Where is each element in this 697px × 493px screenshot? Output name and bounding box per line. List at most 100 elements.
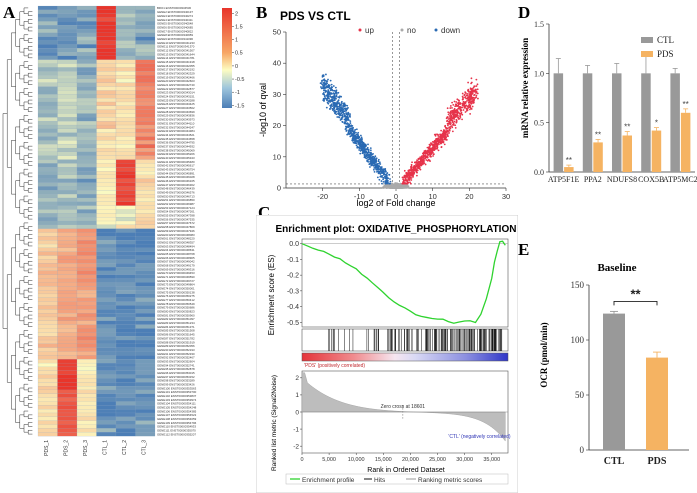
volcano-point-down	[332, 102, 335, 105]
dendrogram-branch	[19, 11, 24, 26]
heat-cell	[135, 386, 156, 391]
volcano-point-no	[384, 186, 386, 189]
heat-cell	[57, 201, 78, 206]
heat-cell	[57, 339, 78, 345]
volcano-point-down	[328, 99, 331, 102]
mrna-significance: **	[624, 123, 630, 132]
volcano-point-down	[376, 170, 378, 173]
heat-cell	[37, 140, 58, 145]
heat-cell	[135, 263, 156, 268]
heat-cell	[96, 382, 117, 387]
volcano-x-tick-label: 0	[394, 192, 398, 201]
volcano-point-down	[377, 160, 380, 163]
volcano-point-down	[371, 157, 374, 160]
heat-cell	[135, 197, 156, 203]
heatmap-column-label: CTL_1	[102, 440, 108, 455]
heat-cell	[135, 86, 156, 91]
heat-cell	[115, 201, 136, 206]
heatmap-row-label: GENE2 ENST00000340137	[157, 10, 193, 14]
volcano-point-down	[349, 122, 352, 124]
gsea-es-tick-label: -0.5	[287, 320, 299, 327]
volcano-point-down	[344, 128, 347, 131]
heat-cell	[115, 101, 136, 107]
volcano-point-down	[364, 151, 367, 154]
heat-cell	[96, 213, 117, 218]
heat-cell	[57, 305, 78, 310]
volcano-point-down	[326, 99, 328, 102]
volcano-point-up	[403, 174, 406, 177]
volcano-point-up	[405, 180, 408, 182]
heat-cell	[57, 297, 78, 302]
heatmap-row-label: GENE109 ENST00000354796	[157, 421, 197, 425]
heat-cell	[37, 36, 58, 41]
volcano-point-no	[387, 186, 390, 189]
heat-cell	[37, 213, 58, 218]
heat-cell	[96, 147, 117, 153]
colorbar-tick-label: 0	[235, 64, 238, 70]
mrna-y-tick-label: 1.5	[534, 20, 544, 29]
heat-cell	[96, 347, 117, 352]
volcano-point-up	[475, 96, 478, 99]
volcano-point-down	[382, 168, 385, 171]
volcano-point-down	[357, 136, 360, 138]
heatmap-row-label: GENE40 ENST00000345343	[157, 156, 195, 160]
heat-cell	[37, 5, 58, 11]
volcano-point-down	[386, 182, 388, 185]
volcano-point-up	[451, 121, 454, 124]
heat-cell	[135, 78, 156, 84]
heat-cell	[76, 144, 97, 149]
heat-cell	[76, 282, 97, 287]
heat-cell	[135, 274, 156, 279]
heat-cell	[37, 224, 58, 229]
heat-cell	[96, 13, 117, 18]
heat-cell	[115, 270, 136, 275]
heatmap-row-label: GENE51 ENST00000346850	[157, 198, 195, 202]
dendrogram-branch	[11, 32, 16, 87]
dendrogram-branch	[27, 341, 33, 347]
heatmap-row-label: GENE18 ENST00000342329	[157, 72, 195, 76]
heat-cell	[135, 382, 156, 387]
heat-cell	[37, 301, 58, 306]
mrna-category-label: PPA2	[584, 175, 602, 184]
heat-cell	[76, 55, 97, 60]
heat-cell	[115, 194, 136, 199]
ocr-bar-ctl	[603, 313, 625, 450]
volcano-point-down	[329, 99, 332, 102]
volcano-point-up	[477, 97, 479, 100]
volcano-point-up	[461, 106, 464, 109]
heat-cell	[57, 324, 78, 329]
heat-cell	[76, 205, 97, 210]
heat-cell	[115, 224, 136, 229]
heat-cell	[76, 251, 97, 256]
volcano-point-up	[440, 142, 443, 144]
heat-cell	[37, 171, 58, 176]
heat-cell	[135, 132, 156, 137]
heatmap-row-label: GENE92 ENST00000352467	[157, 356, 195, 360]
volcano-point-down	[321, 81, 323, 83]
volcano-point-up	[437, 134, 440, 137]
heat-cell	[115, 416, 136, 421]
heatmap-row-label: GENE54 ENST00000347261	[157, 210, 195, 214]
heat-cell	[115, 5, 136, 11]
heat-cell	[135, 205, 156, 210]
volcano-point-down	[371, 161, 373, 164]
volcano-point-down	[350, 127, 353, 130]
volcano-point-down	[352, 132, 355, 135]
heatmap-column-label: PDS_2	[63, 440, 69, 456]
dendrogram-branch	[27, 307, 33, 312]
heat-cell	[135, 121, 156, 126]
heatmap-row-label: GENE35 ENST00000344658	[157, 137, 195, 141]
heatmap-row-label: GENE94 ENST00000352741	[157, 363, 195, 367]
heat-cell	[76, 197, 97, 203]
heat-cell	[57, 309, 78, 314]
volcano-point-down	[362, 150, 364, 153]
heat-cell	[57, 28, 78, 34]
gsea-neg-label: 'CTL' (negatively correlated)	[448, 434, 511, 440]
heatmap-row-label: GENE73 ENST00000349864	[157, 283, 195, 287]
heat-cell	[135, 401, 156, 406]
heatmap-row-label: GENE78 ENST00000350549	[157, 302, 195, 306]
volcano-point-up	[451, 130, 454, 133]
heat-cell	[37, 105, 58, 110]
ocr-category-label: CTL	[604, 456, 625, 467]
volcano-point-down	[355, 142, 358, 145]
